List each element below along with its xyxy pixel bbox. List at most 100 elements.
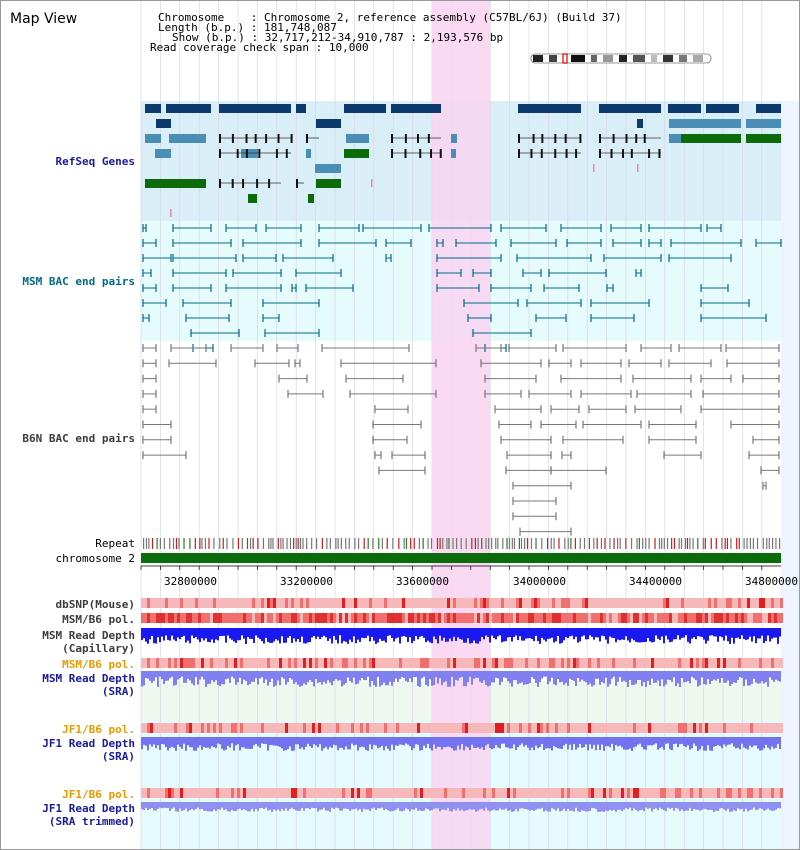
heat-cell [474, 788, 477, 798]
depth-bar [141, 802, 143, 810]
heat-cell [570, 598, 573, 608]
heat-cell [291, 723, 294, 733]
heat-cell [585, 788, 588, 798]
heat-cell [390, 723, 393, 733]
depth-bar [205, 737, 207, 748]
depth-bar [279, 628, 281, 644]
track-label-jf1-depth-trimmed[interactable]: JF1 Read Depth [42, 802, 135, 815]
depth-bar [559, 802, 561, 812]
track-label-msm-b6-pol[interactable]: MSM/B6 pol. [62, 613, 135, 626]
depth-bar [197, 737, 199, 748]
track-label-msm-depth-sra[interactable]: MSM Read Depth [42, 672, 135, 685]
depth-bar [769, 737, 771, 750]
gene-exon [439, 149, 442, 158]
track-label-jf1-b6-pol[interactable]: JF1/B6 pol. [62, 723, 135, 736]
depth-bar [221, 802, 223, 808]
heat-cell [567, 658, 570, 668]
depth-bar [363, 671, 365, 681]
depth-bar [677, 737, 679, 748]
track-label-dbsnp[interactable]: dbSNP(Mouse) [55, 598, 135, 611]
heat-cell [336, 598, 339, 608]
depth-bar [479, 671, 481, 682]
depth-bar [585, 737, 587, 745]
heat-cell [297, 598, 300, 608]
depth-bar [357, 671, 359, 684]
heat-cell [618, 723, 621, 733]
gene-feature [145, 104, 161, 113]
depth-bar [429, 802, 431, 811]
track-label-msm-depth-capillary[interactable]: MSM Read Depth [42, 629, 135, 642]
repeat-mark [321, 538, 323, 549]
heat-cell [642, 723, 645, 733]
depth-bar [763, 737, 765, 749]
gene-exon [285, 149, 288, 158]
depth-bar [539, 737, 541, 747]
heat-cell [168, 613, 171, 623]
heat-cell [174, 613, 177, 623]
heat-cell [192, 613, 195, 623]
depth-bar [165, 671, 167, 681]
depth-bar [759, 802, 761, 808]
depth-bar [251, 802, 253, 809]
depth-bar [597, 802, 599, 812]
depth-bar [713, 628, 715, 637]
heat-cell [207, 598, 210, 608]
track-label-msm-b6-pol-sra[interactable]: MSM/B6 pol. [62, 658, 135, 671]
heat-cell [684, 658, 687, 668]
heat-cell [567, 598, 570, 608]
heat-cell [588, 723, 591, 733]
depth-bar [549, 802, 551, 812]
heat-cell [525, 613, 528, 623]
heat-cell [714, 613, 717, 623]
track-label-jf1-depth[interactable]: JF1 Read Depth [42, 737, 135, 750]
gene-strand-arrow [155, 149, 160, 158]
heat-cell [510, 658, 513, 668]
depth-bar [249, 802, 251, 812]
depth-bar [729, 802, 731, 812]
gene-exon [245, 134, 248, 143]
depth-bar [747, 737, 749, 750]
depth-bar [409, 671, 411, 679]
depth-bar [399, 628, 401, 644]
depth-bar [773, 802, 775, 811]
heat-cell [387, 613, 390, 623]
track-label-msm-bac[interactable]: MSM BAC end pairs [22, 275, 135, 288]
depth-bar [557, 628, 559, 637]
heat-cell [360, 788, 363, 798]
depth-bar [607, 671, 609, 687]
depth-bar [477, 628, 479, 644]
depth-bar [561, 671, 563, 682]
heat-cell [552, 613, 555, 623]
depth-bar [665, 802, 667, 812]
repeat-mark [363, 538, 365, 549]
depth-bar [289, 628, 291, 637]
depth-bar [385, 671, 387, 686]
depth-bar [723, 671, 725, 683]
heat-cell [582, 723, 585, 733]
depth-bar [435, 671, 437, 678]
depth-bar [337, 737, 339, 751]
heat-cell [417, 613, 420, 623]
depth-bar [221, 737, 223, 749]
depth-bar [349, 737, 351, 750]
depth-bar [281, 802, 283, 809]
heat-cell [336, 788, 339, 798]
depth-bar [201, 802, 203, 809]
depth-bar [695, 737, 697, 747]
heat-cell [306, 598, 309, 608]
depth-bar [371, 802, 373, 809]
heat-cell [342, 723, 345, 733]
heat-cell [612, 658, 615, 668]
depth-bar [209, 737, 211, 749]
depth-bar [469, 628, 471, 644]
heat-cell [345, 598, 348, 608]
heat-cell [705, 598, 708, 608]
track-label-jf1-b6-pol-2[interactable]: JF1/B6 pol. [62, 788, 135, 801]
heat-cell [225, 723, 228, 733]
repeat-mark [204, 538, 207, 549]
heat-cell [261, 598, 264, 608]
depth-bar [661, 802, 663, 810]
track-label-b6n-bac[interactable]: B6N BAC end pairs [22, 432, 135, 445]
track-label-refseq[interactable]: RefSeq Genes [55, 155, 135, 168]
